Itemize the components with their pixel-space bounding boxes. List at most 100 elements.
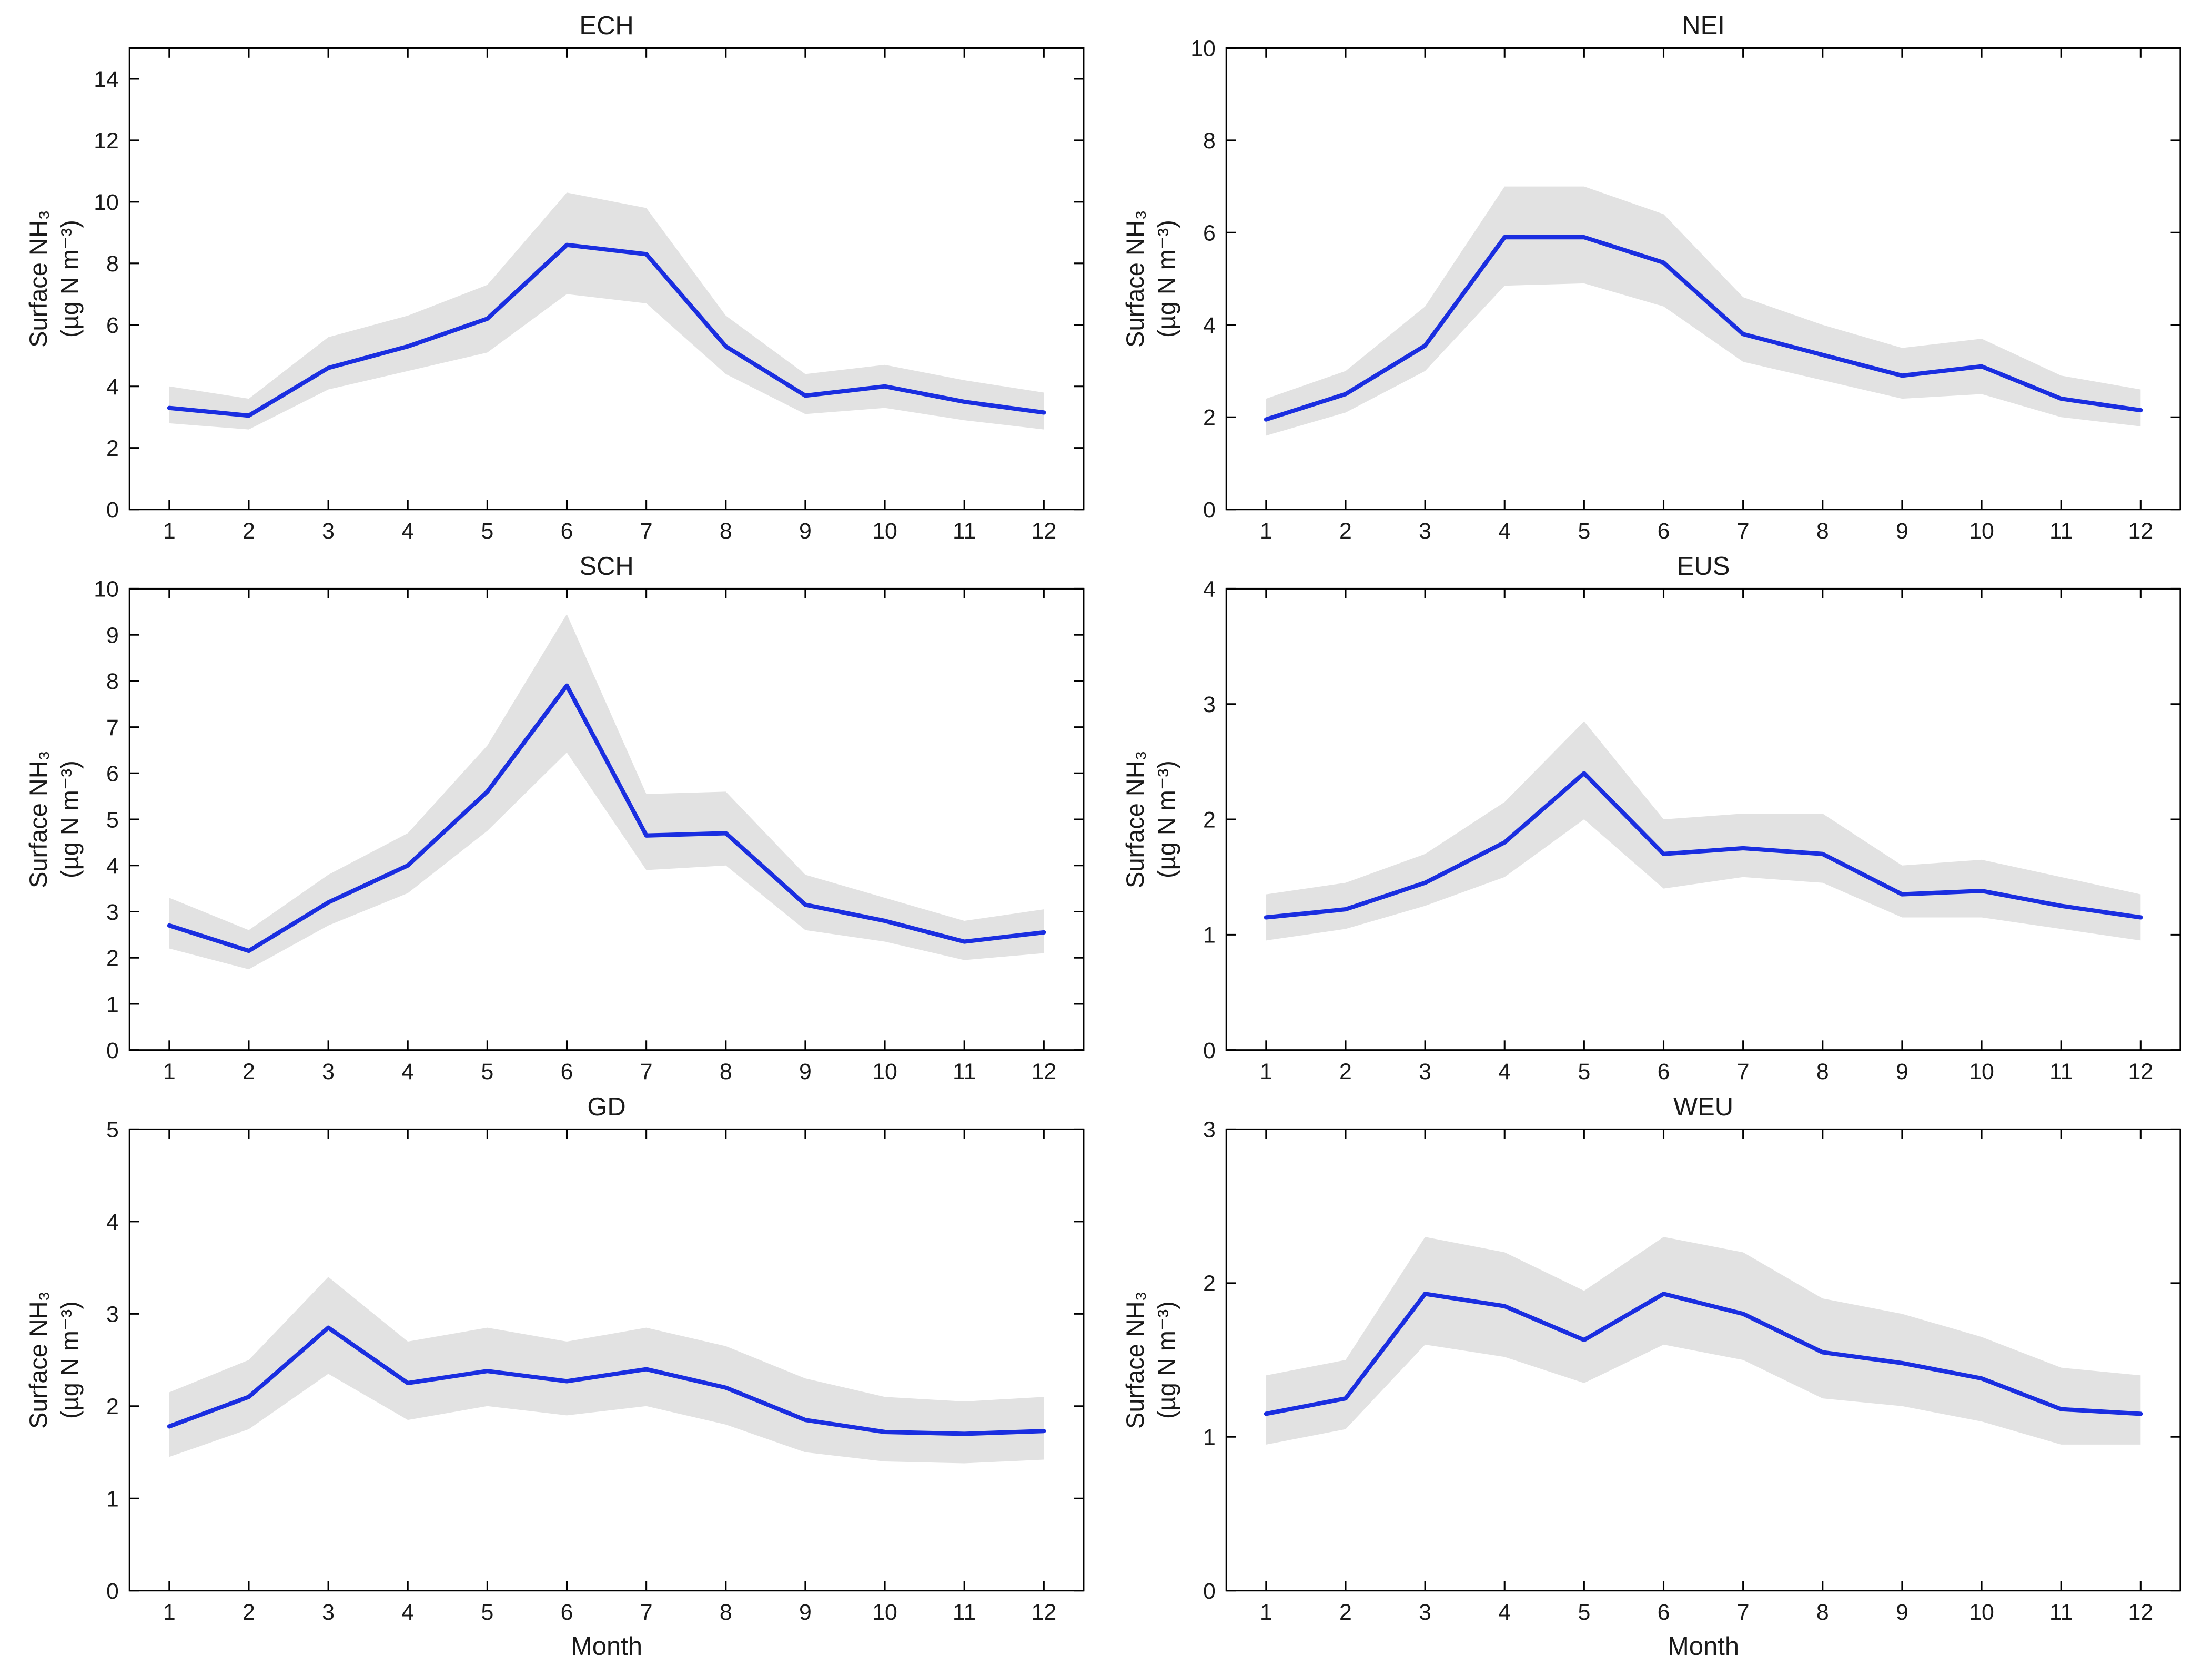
y-axis-unit-label: (µg N m⁻³): [56, 220, 83, 338]
y-tick-label: 7: [106, 715, 119, 740]
x-tick-label: 5: [1578, 1059, 1590, 1084]
x-tick-label: 8: [1816, 519, 1829, 544]
x-tick-label: 11: [2049, 1059, 2072, 1084]
y-tick-label: 6: [1203, 221, 1216, 246]
x-axis-label: Month: [1668, 1632, 1739, 1661]
x-tick-label: 2: [1339, 1600, 1352, 1625]
panel-eus: 1 2 3 4 5 6 7 8 9 10 11 12 0 1 2 3 4 EUS Surface NH₃ (µg N …: [1113, 550, 2197, 1088]
y-axis-label: Surface NH₃: [25, 1291, 52, 1429]
y-tick-label: 4: [1203, 577, 1216, 602]
y-tick-label: 0: [1203, 1038, 1216, 1063]
chart-title: GD: [587, 1093, 625, 1121]
x-tick-label: 12: [2128, 1059, 2153, 1084]
y-tick-label: 5: [106, 1118, 119, 1143]
y-tick-label: 14: [94, 67, 119, 92]
x-tick-label: 4: [1498, 1059, 1511, 1084]
x-tick-label: 1: [163, 1600, 176, 1625]
y-tick-label: 8: [1203, 128, 1216, 154]
axes-box: [128, 47, 1085, 511]
x-tick-label: 9: [1895, 1600, 1908, 1625]
axes-box: [1225, 1129, 2181, 1592]
y-tick-label: 0: [106, 1038, 119, 1063]
x-tick-label: 7: [640, 1600, 653, 1625]
y-tick-label: 10: [94, 190, 119, 215]
mean-line: [1264, 235, 2143, 422]
x-tick-label: 11: [953, 1600, 976, 1625]
y-tick-label: 10: [94, 577, 119, 602]
y-axis-label: Surface NH₃: [1122, 210, 1149, 348]
axes-box: [1225, 47, 2181, 511]
x-tick-label: 7: [1736, 1600, 1749, 1625]
x-tick-label: 10: [1969, 1059, 1994, 1084]
x-tick-label: 5: [481, 519, 493, 544]
y-axis-unit-label: (µg N m⁻³): [1153, 760, 1180, 878]
panel-ech: 1 2 3 4 5 6 7 8 9 10 11 12 0 2 4 6 8 10 12 14 ECH Surface NH₃…: [16, 9, 1100, 547]
x-tick-label: 3: [1419, 1059, 1431, 1084]
x-tick-label: 3: [1419, 519, 1431, 544]
y-tick-label: 4: [106, 374, 119, 400]
x-tick-label: 2: [243, 1600, 255, 1625]
y-tick-label: 1: [1203, 1425, 1216, 1450]
y-axis-unit-label: (µg N m⁻³): [1153, 1301, 1180, 1419]
x-tick-label: 2: [1339, 1059, 1352, 1084]
x-tick-label: 3: [1419, 1600, 1431, 1625]
uncertainty-band: [169, 192, 1044, 430]
x-tick-label: 5: [481, 1059, 493, 1084]
y-tick-label: 8: [106, 251, 119, 277]
chart-title: EUS: [1676, 552, 1730, 581]
mean-line: [1264, 771, 2143, 920]
panel-gd: 1 2 3 4 5 6 7 8 9 10 11 12 0 1 2 3 4 5 GD Surface NH₃ (µg N …: [16, 1091, 1100, 1670]
y-tick-label: 9: [106, 623, 119, 648]
axes-box: [128, 1129, 1085, 1592]
y-tick-label: 4: [106, 1210, 119, 1235]
x-tick-label: 4: [1498, 1600, 1511, 1625]
x-tick-label: 6: [1657, 519, 1670, 544]
x-tick-label: 8: [1816, 1059, 1829, 1084]
x-tick-label: 7: [640, 1059, 653, 1084]
y-tick-label: 2: [1203, 1271, 1216, 1296]
x-tick-label: 9: [1895, 1059, 1908, 1084]
uncertainty-band: [1266, 1237, 2140, 1445]
x-tick-label: 12: [1031, 1059, 1056, 1084]
x-tick-label: 1: [1259, 1059, 1272, 1084]
y-tick-label: 1: [106, 992, 119, 1017]
y-axis-label: Surface NH₃: [1122, 1291, 1149, 1429]
x-tick-label: 10: [1969, 519, 1994, 544]
uncertainty-band: [1266, 186, 2140, 436]
y-tick-label: 3: [1203, 1118, 1216, 1143]
mean-line: [167, 242, 1046, 418]
y-axis-label: Surface NH₃: [1122, 750, 1149, 888]
y-tick-label: 0: [106, 497, 119, 523]
y-tick-label: 2: [1203, 405, 1216, 431]
mean-line: [1264, 1292, 2143, 1416]
y-tick-label: 1: [106, 1487, 119, 1512]
x-tick-label: 2: [243, 519, 255, 544]
y-tick-label: 6: [106, 761, 119, 787]
x-tick-label: 1: [1259, 519, 1272, 544]
x-tick-label: 4: [1498, 519, 1511, 544]
y-tick-label: 4: [1203, 313, 1216, 338]
x-tick-label: 5: [1578, 1600, 1590, 1625]
x-tick-label: 11: [2049, 519, 2072, 544]
x-tick-label: 3: [322, 1059, 335, 1084]
x-tick-label: 6: [1657, 1059, 1670, 1084]
chart-title: SCH: [579, 552, 633, 581]
y-tick-label: 1: [1203, 923, 1216, 948]
axes-box: [128, 587, 1085, 1051]
x-tick-label: 5: [1578, 519, 1590, 544]
x-tick-label: 7: [1736, 1059, 1749, 1084]
y-axis-label: Surface NH₃: [25, 750, 52, 888]
x-tick-label: 4: [401, 1600, 414, 1625]
x-tick-label: 1: [163, 1059, 176, 1084]
x-tick-label: 6: [561, 1059, 573, 1084]
uncertainty-band: [1266, 721, 2140, 941]
uncertainty-band: [169, 1277, 1044, 1464]
x-axis-label: Month: [571, 1632, 642, 1661]
x-tick-label: 3: [322, 519, 335, 544]
x-tick-label: 8: [1816, 1600, 1829, 1625]
